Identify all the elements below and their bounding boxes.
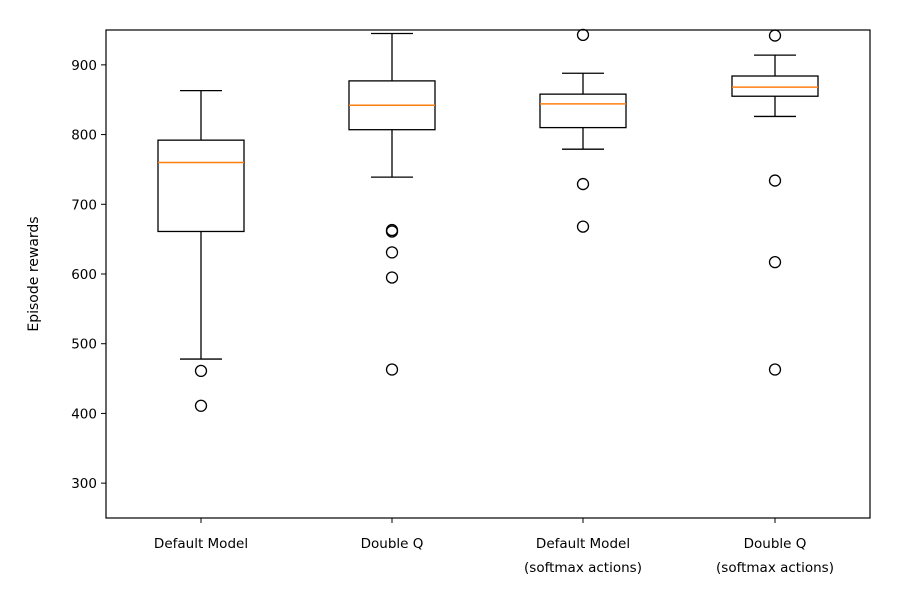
x-tick-label: Default Model <box>536 536 630 552</box>
x-tick-label: (softmax actions) <box>524 560 642 576</box>
y-tick-label: 700 <box>71 197 97 213</box>
y-tick-label: 800 <box>71 128 97 144</box>
x-tick-label: Double Q <box>361 536 424 552</box>
outlier-point <box>385 271 399 284</box>
outlier-point <box>385 246 399 259</box>
y-tick-label: 900 <box>71 58 97 74</box>
outlier-point <box>768 174 782 187</box>
boxes-layer <box>157 28 819 412</box>
iqr-box <box>539 93 627 129</box>
x-axis: Default Model Double Q Default Model (softm… <box>154 518 834 576</box>
y-tick-label: 300 <box>71 476 97 492</box>
iqr-box <box>731 75 819 97</box>
outlier-point <box>576 220 590 233</box>
x-tick-label: Default Model <box>154 536 248 552</box>
outlier-point <box>385 225 399 238</box>
outlier-point <box>385 363 399 376</box>
outlier-point <box>768 255 782 269</box>
x-tick-label: Double Q <box>744 536 807 552</box>
plot-frame <box>105 29 871 519</box>
outlier-point <box>194 364 208 378</box>
y-axis-label: Episode rewards <box>26 216 42 331</box>
iqr-box <box>157 139 245 233</box>
y-tick-label: 400 <box>71 406 97 422</box>
x-tick-label: (softmax actions) <box>716 560 834 576</box>
y-tick-label: 500 <box>71 337 97 353</box>
outlier-point <box>576 177 590 191</box>
y-tick-label: 600 <box>71 267 97 283</box>
outlier-point <box>768 363 782 376</box>
y-axis: 300 400 500 600 700 800 900 <box>71 58 106 492</box>
outlier-point <box>194 399 208 412</box>
outlier-point <box>576 28 590 42</box>
